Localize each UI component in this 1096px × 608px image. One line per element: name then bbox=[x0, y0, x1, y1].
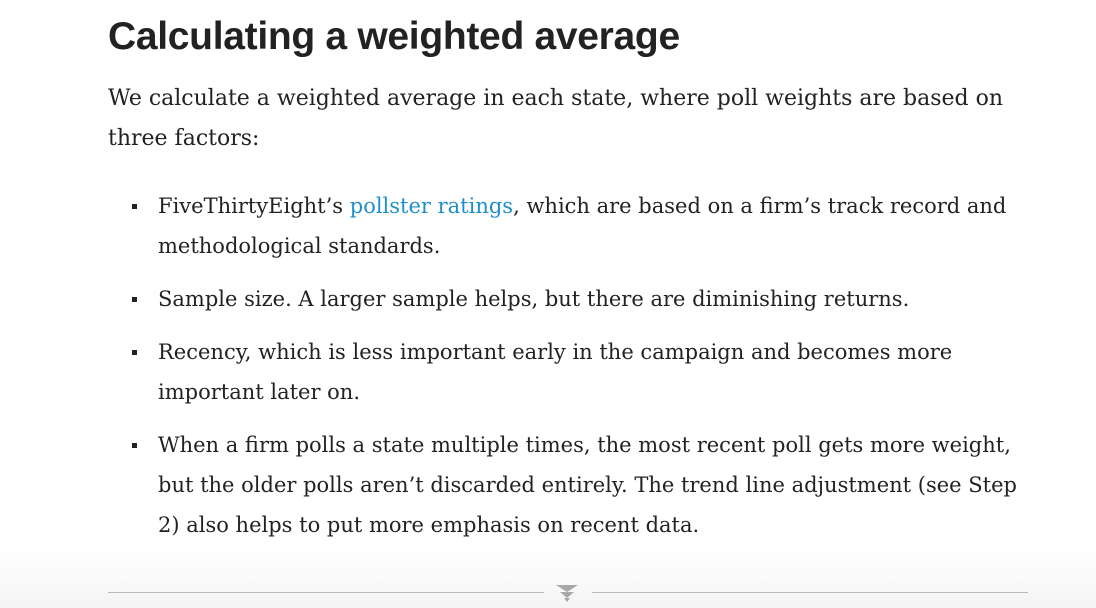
pollster-ratings-link[interactable]: pollster ratings bbox=[349, 194, 514, 218]
list-item-text-before: FiveThirtyEight’s bbox=[158, 194, 350, 218]
divider-left bbox=[108, 592, 544, 593]
list-item: Sample size. A larger sample helps, but … bbox=[108, 279, 1028, 319]
list-item-text: Recency, which is less important early i… bbox=[158, 340, 953, 404]
article-body: Calculating a weighted average We calcul… bbox=[108, 0, 1028, 558]
list-item-text-after: , which are based on a firm’s track reco… bbox=[158, 194, 1007, 258]
bottom-fade bbox=[0, 548, 1096, 608]
bullet-marker bbox=[132, 443, 137, 448]
bullet-marker bbox=[132, 297, 137, 302]
list-item-text: When a firm polls a state multiple times… bbox=[158, 433, 1017, 537]
divider-right bbox=[592, 592, 1028, 593]
section-heading: Calculating a weighted average bbox=[108, 15, 680, 58]
list-item: When a firm polls a state multiple times… bbox=[108, 425, 1028, 545]
list-item: Recency, which is less important early i… bbox=[108, 332, 1028, 412]
factor-list: FiveThirtyEight’s pollster ratings, whic… bbox=[108, 186, 1028, 545]
list-item: FiveThirtyEight’s pollster ratings, whic… bbox=[108, 186, 1028, 266]
intro-paragraph: We calculate a weighted average in each … bbox=[108, 86, 1004, 151]
bullet-marker bbox=[132, 204, 137, 209]
expand-button[interactable] bbox=[555, 584, 579, 604]
chevron-down-icon bbox=[556, 585, 578, 602]
list-item-text: Sample size. A larger sample helps, but … bbox=[158, 287, 910, 311]
bullet-marker bbox=[132, 350, 137, 355]
